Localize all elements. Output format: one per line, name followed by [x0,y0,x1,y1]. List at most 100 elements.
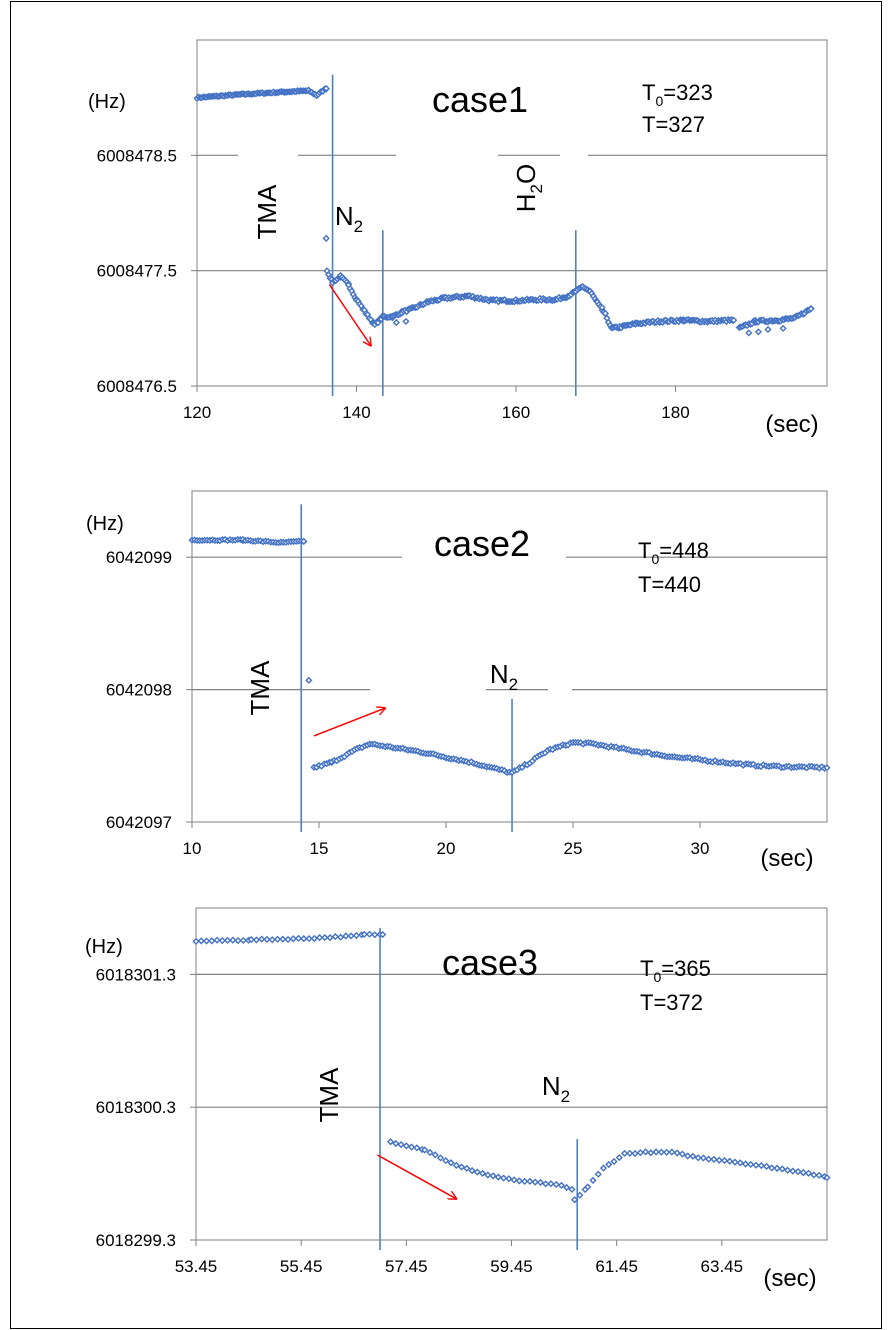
data-point [684,1152,692,1160]
data-point [284,935,292,944]
data-point [636,1149,644,1157]
label-gap [370,687,486,693]
data-point [536,1178,545,1187]
data-point [768,1164,776,1172]
y-tick-label: 6008476.5 [97,377,177,396]
data-series [188,535,831,777]
data-point [463,1164,471,1172]
x-axis-label: (sec) [763,1265,816,1292]
data-point [705,1155,713,1163]
data-point [478,1169,487,1177]
data-point [229,936,237,944]
data-point [823,764,831,772]
data-point [547,1180,555,1188]
data-point [576,1191,584,1199]
data-point [360,930,368,938]
data-point [815,1171,823,1179]
x-tick-label: 25 [564,839,583,858]
data-point [322,84,330,93]
data-point [599,1164,608,1172]
data-point [247,935,255,944]
data-point [347,932,355,940]
chart-panel-case3: 6018299.3 6018300.3 6018301.3 53.45 55.45 57.… [85,907,831,1292]
data-point [392,318,400,327]
data-point [352,931,360,940]
data-point [258,935,266,943]
data-point [337,933,345,941]
t0-label: T0=365 [640,956,711,985]
data-point [305,934,313,943]
data-point [223,936,232,944]
x-tick-label: 140 [342,403,370,422]
y-axis-label: (Hz) [85,936,123,958]
data-point [668,1148,676,1156]
data-point [730,316,738,324]
data-point [379,930,387,939]
x-tick-label: 10 [183,839,202,858]
data-point [392,1139,400,1148]
event-label-subscript: 2 [561,1087,570,1106]
t0-value: =323 [663,80,713,105]
data-point [521,1177,529,1186]
data-point [515,1177,523,1185]
data-point [442,1157,450,1165]
t0-subscript: 0 [653,969,661,985]
event-label-main: N [490,659,509,689]
data-point [531,1178,539,1186]
data-point [601,309,609,317]
t0-value: =365 [661,956,711,981]
data-point [310,934,318,943]
data-point [715,1156,723,1164]
label-gap [238,152,298,158]
data-point [620,1149,629,1157]
data-point [699,1154,708,1162]
x-tick-label: 55.45 [280,1257,323,1276]
data-point [589,1176,597,1184]
t0-symbol: T [642,80,655,105]
y-tick-label: 6018300.3 [96,1098,176,1117]
label-gap [396,152,498,158]
data-point [500,1174,508,1182]
data-point [322,234,330,242]
data-point [213,936,221,944]
t0-subscript: 0 [651,551,659,567]
data-point [736,1159,744,1167]
data-point [689,1152,697,1160]
x-tick-label: 160 [502,403,530,422]
x-tick-label: 63.45 [701,1257,744,1276]
data-point [386,1138,395,1146]
data-point [726,1157,734,1165]
data-point [773,1164,781,1172]
event-label-tma: TMA [245,660,275,716]
data-point [615,1153,623,1162]
data-point [397,1140,405,1149]
y-tick-label: 6042098 [106,681,172,700]
t-label: T=372 [640,990,703,1015]
data-point [289,935,297,943]
data-point [810,1171,818,1179]
data-point [331,933,339,941]
plot-area [191,490,828,823]
t0-symbol: T [638,538,651,563]
event-label-main: TMA [245,660,275,716]
data-point [641,1148,650,1156]
x-tick-label: 20 [437,839,456,858]
t-label: T=327 [642,112,705,137]
data-point [436,1154,445,1162]
event-label-suffix: O [511,164,541,184]
data-point [710,1155,718,1163]
data-point [823,1173,831,1182]
data-point [754,328,763,336]
t0-symbol: T [640,956,653,981]
x-tick-label: 57.45 [385,1257,428,1276]
data-point [413,1144,421,1152]
x-tick-label: 180 [661,403,689,422]
data-point [315,934,324,942]
data-point [457,1163,466,1171]
trend-arrow [313,708,385,737]
event-label-n: N2 [335,201,363,236]
data-point [473,1168,481,1176]
data-point [447,1159,455,1167]
data-point [494,1173,502,1181]
